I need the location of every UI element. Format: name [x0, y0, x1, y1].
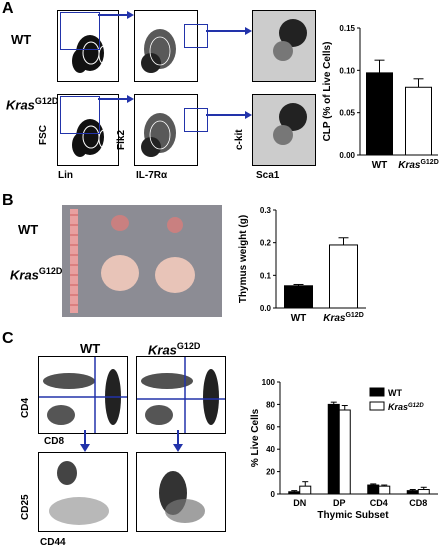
- arrow-a-kras-1: [98, 95, 134, 103]
- chart-subset-x-tick-label: CD8: [409, 498, 427, 508]
- flow-plot-a-kras-sca1: [252, 94, 316, 166]
- arrow-a-kras-2: [206, 111, 252, 119]
- chart-weight-y-tick-label: 0.1: [260, 271, 272, 280]
- flow-plot-a-kras-flk2: [134, 94, 198, 166]
- chart-subset-y-tick-label: 0: [271, 490, 276, 499]
- gate-a-wt-flk2: [184, 24, 208, 48]
- panel-c-wt-label: WT: [80, 341, 101, 356]
- axis-lin: Lin: [58, 170, 73, 181]
- flow-plot-c-wt-cd4cd8: [38, 356, 128, 434]
- gate-a-wt-lin: [60, 12, 100, 50]
- axis-flk2: Flk2: [116, 129, 127, 150]
- chart-thymic-subsets: 0 20 40 60 80 100 DN DP CD4 CD8 % Live Cells Thymic…: [250, 378, 438, 521]
- chart-subset-y-label: % Live Cells: [250, 408, 261, 467]
- axis-cd44: CD44: [40, 537, 66, 548]
- axis-il7: IL-7Rα: [136, 170, 168, 181]
- chart-subset-bar: [288, 491, 301, 495]
- chart-thymus-weight: 0.0 0.1 0.2 0.3 WT KrasG12D Thymus weight (g): [238, 206, 366, 324]
- chart-clp-y-tick-label: 0.10: [339, 66, 355, 75]
- panel-b-kras-label: KrasG12D: [10, 266, 63, 283]
- thymus-photo: [62, 205, 222, 317]
- chart-clp-y-tick-label: 0.05: [339, 109, 355, 118]
- gate-a-kras-lin: [60, 96, 100, 134]
- chart-subset-bar: [299, 485, 312, 495]
- chart-subset-y-tick-label: 20: [266, 468, 275, 477]
- panel-c-kras-label: KrasG12D: [148, 341, 201, 358]
- chart-clp-x-tick-label: KrasG12D: [398, 159, 439, 171]
- arrow-a-wt-1: [98, 11, 134, 19]
- chart-clp: 0.00 0.05 0.10 0.15 WT KrasG12D CLP (% of Live…: [322, 24, 439, 171]
- panel-a-kras-label: KrasG12D: [6, 96, 59, 113]
- axis-cd25: CD25: [20, 494, 31, 520]
- arrow-a-wt-2: [206, 27, 252, 35]
- chart-subset-bar: [417, 489, 430, 495]
- chart-subset-y-tick-label: 60: [266, 423, 275, 432]
- chart-weight-y-label: Thymus weight (g): [238, 215, 249, 303]
- chart-subset-x-label: Thymic Subset: [317, 510, 389, 521]
- chart-clp-y-tick-label: 0.15: [339, 24, 355, 33]
- axis-ckit: c-kit: [234, 129, 245, 150]
- chart-subset-bar: [406, 490, 419, 495]
- chart-subset-legend-label: KrasG12D: [388, 402, 424, 412]
- flow-plot-c-kras-cd25cd44: [136, 452, 226, 532]
- chart-weight-x-tick-label: KrasG12D: [323, 312, 364, 324]
- chart-subset-bar: [378, 485, 391, 495]
- chart-subset-y-tick-label: 100: [262, 378, 276, 387]
- chart-clp-bar: [366, 72, 393, 156]
- arrow-c-kras-down: [173, 430, 183, 452]
- arrow-c-wt-down: [80, 430, 90, 452]
- chart-subset-bar: [367, 484, 380, 495]
- flow-plot-a-wt-sca1: [252, 10, 316, 82]
- chart-weight-x-tick-label: WT: [291, 313, 307, 324]
- chart-subset-legend-swatch: [369, 387, 385, 397]
- axis-fsc: FSC: [38, 125, 49, 145]
- chart-subset-legend-swatch: [369, 401, 385, 411]
- axis-sca1: Sca1: [256, 170, 280, 181]
- axis-cd4: CD4: [20, 397, 31, 418]
- flow-plot-a-wt-flk2: [134, 10, 198, 82]
- chart-subset-x-tick-label: CD4: [370, 498, 388, 508]
- chart-clp-y-tick-label: 0.00: [339, 151, 355, 160]
- chart-subset-legend-label: WT: [388, 388, 402, 398]
- chart-weight-y-tick-label: 0.2: [260, 239, 272, 248]
- chart-subset-bar: [327, 403, 340, 495]
- chart-weight-y-tick-label: 0.3: [260, 206, 272, 215]
- chart-subset-y-tick-label: 40: [266, 445, 275, 454]
- chart-weight-y-tick-label: 0.0: [260, 304, 272, 313]
- flow-plot-a-wt-lin: [57, 10, 119, 82]
- chart-clp-bar: [405, 86, 432, 156]
- axis-cd8: CD8: [44, 436, 65, 447]
- panel-b-letter: B: [2, 192, 14, 209]
- chart-weight-bar: [329, 244, 358, 309]
- chart-clp-y-label: CLP (% of Live Cells): [322, 42, 333, 142]
- panel-b-wt-label: WT: [18, 222, 39, 237]
- panel-a-wt-label: WT: [11, 32, 32, 47]
- panel-a-letter: A: [2, 0, 14, 17]
- chart-subset-x-tick-label: DP: [333, 498, 346, 508]
- chart-subset-x-tick-label: DN: [293, 498, 306, 508]
- flow-plot-c-kras-cd4cd8: [136, 356, 226, 434]
- chart-subset-y-tick-label: 80: [266, 400, 275, 409]
- gate-a-kras-flk2: [184, 108, 208, 132]
- panel-c-letter: C: [2, 330, 14, 347]
- chart-clp-x-tick-label: WT: [372, 160, 388, 171]
- flow-plot-a-kras-lin: [57, 94, 119, 166]
- chart-subset-bar: [338, 409, 351, 495]
- chart-weight-bar: [284, 285, 313, 309]
- flow-plot-c-wt-cd25cd44: [38, 452, 128, 532]
